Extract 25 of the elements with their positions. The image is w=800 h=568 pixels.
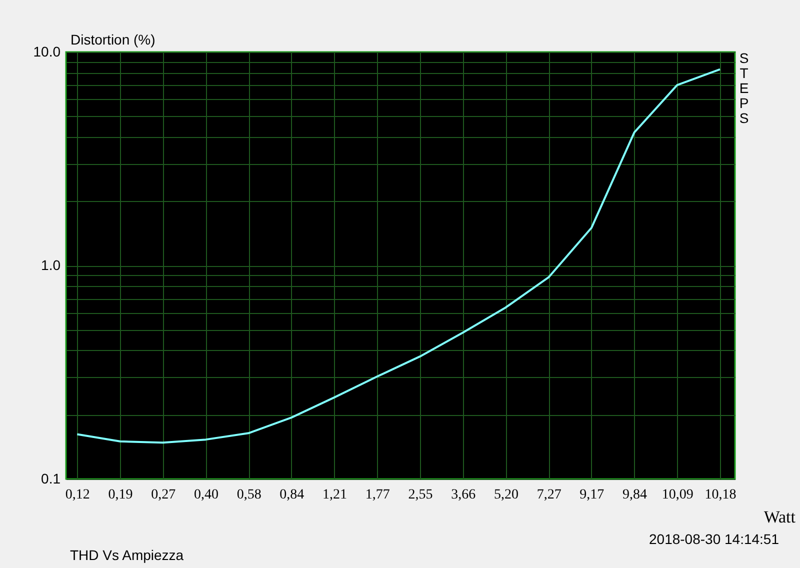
y-tick-label: 1.0	[41, 257, 61, 273]
x-tick-label: 10,09	[662, 488, 694, 502]
x-tick-label: 9,17	[580, 488, 604, 502]
x-tick-label: 5,20	[494, 488, 518, 502]
x-tick-label: 1,77	[365, 488, 390, 502]
x-tick-label: 1,21	[322, 488, 348, 502]
text: STEPS	[739, 50, 749, 126]
x-tick-label: 10,18	[704, 488, 736, 502]
x-tick-label: 0,84	[280, 488, 304, 502]
x-tick-label: 0,27	[151, 488, 176, 502]
x-tick-label: 7,27	[536, 488, 562, 502]
x-tick-label: 0,58	[236, 488, 262, 502]
y-axis-title: Distortion (%)	[70, 32, 156, 48]
x-tick-label: 9,84	[622, 488, 648, 502]
line-series	[76, 68, 721, 444]
y-tick-label: 10.0	[33, 44, 61, 60]
x-tick-label: 0,40	[194, 488, 218, 502]
y-tick-label: 0.1	[41, 470, 61, 486]
x-tick-label: 0,19	[108, 488, 133, 502]
x-tick-label: 2,55	[408, 488, 433, 502]
x-tick-label: 3,66	[451, 488, 476, 502]
x-axis-title: Watt	[764, 508, 796, 526]
text: THD Vs Ampiezza	[70, 547, 184, 563]
text: 2018-08-30 14:14:51	[649, 531, 780, 547]
x-tick-label: 0,12	[65, 488, 90, 502]
